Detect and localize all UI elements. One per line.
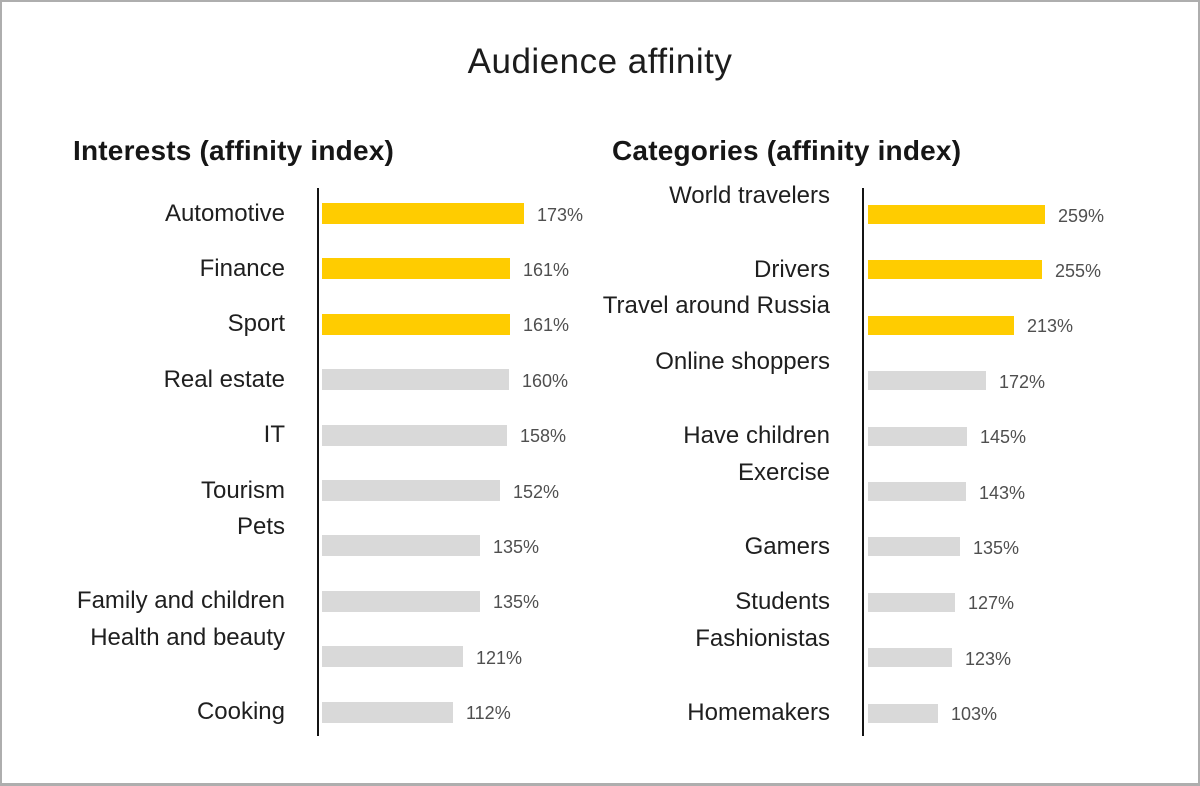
value-label: 135%	[493, 592, 540, 613]
category-label: World travelers	[669, 181, 830, 209]
value-label: 213%	[1027, 316, 1074, 337]
bar	[868, 426, 967, 446]
value-label: 103%	[951, 704, 998, 725]
value-label: 255%	[1055, 260, 1102, 281]
category-label: Cooking	[196, 698, 285, 726]
category-label: Students	[735, 588, 830, 616]
category-label: Tourism	[200, 476, 285, 504]
bar	[322, 369, 509, 391]
value-label: 143%	[979, 482, 1026, 503]
value-label: 161%	[523, 259, 570, 280]
bar	[322, 535, 480, 557]
bar	[322, 480, 500, 501]
category-label: Homemakers	[687, 699, 830, 727]
category-label: Travel around Russia	[602, 292, 830, 320]
bar	[868, 537, 960, 557]
bar	[322, 258, 510, 280]
value-label: 145%	[980, 427, 1027, 448]
category-label: Family and children	[76, 587, 285, 615]
bar	[868, 260, 1042, 280]
bar	[322, 203, 524, 224]
category-label: Online shoppers	[655, 347, 830, 375]
category-label: Sport	[227, 310, 285, 338]
value-label: 158%	[520, 426, 567, 447]
category-label: Health and beauty	[90, 623, 285, 651]
category-label: Automotive	[164, 199, 285, 227]
interests-axis	[317, 188, 319, 736]
bar	[322, 424, 507, 446]
value-label: 123%	[965, 648, 1012, 669]
bar	[868, 592, 955, 612]
category-label: Have children	[683, 422, 830, 450]
interests-chart-heading: Interests (affinity index)	[73, 135, 395, 166]
category-label: Exercise	[737, 458, 830, 486]
value-label: 172%	[999, 371, 1046, 392]
value-label: 160%	[522, 370, 569, 391]
value-label: 112%	[466, 703, 511, 724]
bar	[868, 703, 938, 723]
bar	[868, 315, 1014, 335]
category-label: Fashionistas	[695, 624, 830, 652]
category-label: Finance	[199, 254, 285, 282]
bar	[322, 646, 463, 668]
value-label: 135%	[493, 536, 540, 557]
bar	[322, 590, 480, 612]
page-title: Audience affinity	[467, 42, 733, 81]
category-label: Pets	[236, 512, 285, 540]
value-label: 161%	[523, 315, 570, 336]
bar	[868, 205, 1045, 224]
value-label: 127%	[968, 593, 1015, 614]
categories-axis	[862, 188, 864, 736]
value-label: 173%	[537, 204, 584, 225]
value-label: 121%	[476, 647, 523, 668]
category-label: Gamers	[744, 532, 830, 560]
bar	[868, 648, 952, 668]
category-label: Real estate	[163, 365, 285, 393]
categories-chart-heading: Categories (affinity index)	[612, 135, 962, 166]
bar	[868, 371, 986, 391]
value-label: 135%	[973, 537, 1020, 558]
value-label: 152%	[513, 481, 560, 502]
category-label: IT	[263, 421, 285, 449]
value-label: 259%	[1058, 205, 1105, 226]
bar	[322, 313, 510, 335]
bar	[322, 701, 453, 723]
category-label: Drivers	[754, 255, 830, 283]
bar	[868, 482, 966, 501]
